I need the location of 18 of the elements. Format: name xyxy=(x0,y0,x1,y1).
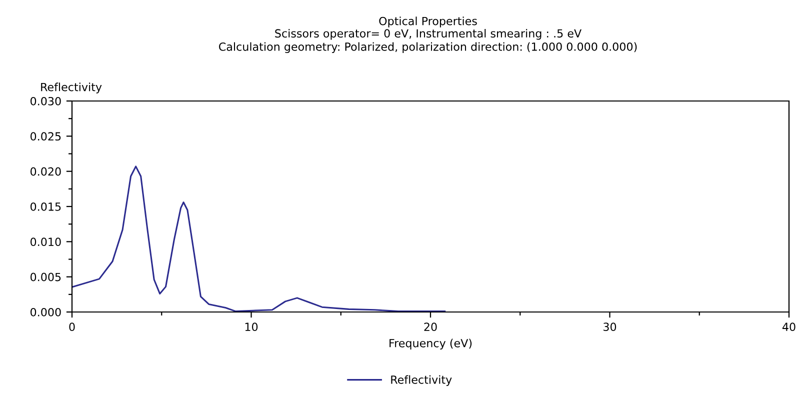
x-tick-label: 40 xyxy=(782,322,796,332)
y-tick-label: 0.005 xyxy=(30,272,61,282)
y-tick-label: 0.000 xyxy=(30,308,61,316)
line-series xyxy=(72,166,446,312)
y-tick-label: 0.010 xyxy=(30,238,61,246)
y-tick-label: 0.025 xyxy=(30,132,61,141)
x-tick-label: 30 xyxy=(604,322,616,332)
chart-title: Optical Properties xyxy=(379,16,477,28)
x-tick-label: 0 xyxy=(69,322,75,332)
chart-subtitle: Scissors operator= 0 eV, Instrumental smearing : .5 eV Calculation geometry: Polarized, polarization direction: (1.000 0.000 0.000) xyxy=(219,28,637,54)
legend-label: Reflectivity xyxy=(391,375,452,386)
x-axis-title: Frequency (eV) xyxy=(390,338,472,350)
y-tick-label: 0.015 xyxy=(30,202,61,211)
y-axis-title: Reflectivity xyxy=(41,82,102,94)
y-tick-label: 0.020 xyxy=(30,167,61,176)
x-tick-label: 20 xyxy=(424,322,437,332)
y-tick-label: 0.030 xyxy=(30,96,61,106)
x-tick-label: 10 xyxy=(245,322,258,332)
